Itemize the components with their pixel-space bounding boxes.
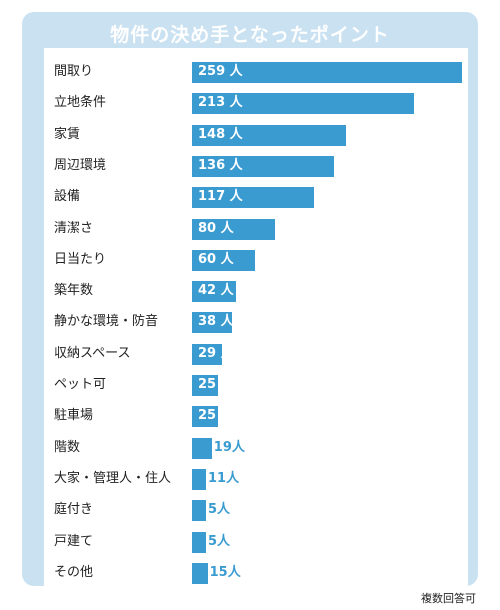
bar [192, 343, 223, 365]
bar-row: 築年数 42 人 [44, 277, 468, 306]
value-label: 19人 [213, 439, 245, 455]
bar-list: 間取り 259 人立地条件 213 人家賃 148 人周辺環境 136 人設備 117 人… [44, 48, 468, 588]
bar-row: 戸建て 5人 [44, 527, 468, 556]
bar [192, 500, 206, 522]
value-label: 11人 [208, 470, 240, 486]
category-label: 立地条件 [54, 95, 107, 111]
bar [192, 62, 462, 83]
category-label: 大家・管理人・住人 [54, 470, 172, 486]
category-label: 周辺環境 [54, 157, 107, 173]
value-label: 117 人 [198, 189, 243, 205]
value-label: 136 人 [198, 157, 243, 173]
bar-row: 駐車場 25 人 [44, 402, 468, 431]
bar-row: 立地条件 213 人 [44, 89, 468, 118]
bar [192, 187, 314, 209]
bar [192, 281, 236, 303]
bar [192, 468, 206, 490]
category-label: 日当たり [54, 251, 107, 267]
category-label: 収納スペース [54, 345, 131, 361]
bar [192, 218, 276, 240]
value-label: 148 人 [198, 126, 243, 142]
value-label: 25 人 [198, 377, 234, 392]
value-label: 5人 [208, 502, 231, 518]
value-label: 60 人 [198, 251, 234, 267]
bar-row: 周辺環境 136 人 [44, 151, 468, 180]
bar-row: 階数 19人 [44, 433, 468, 462]
chart-panel: 物件の決め手となったポイント 間取り 259 人立地条件 213 人家賃 148 人周… [22, 12, 478, 588]
bar-row: 日当たり 60 人 [44, 245, 468, 274]
bar-row: 大家・管理人・住人 11人 [44, 464, 468, 493]
category-label: ペット可 [54, 377, 107, 392]
bar [192, 93, 415, 115]
category-label: 間取り [54, 64, 94, 79]
value-label: 38 人 [198, 314, 234, 330]
bar [192, 437, 212, 459]
category-label: 静かな環境・防音 [54, 314, 159, 330]
bar [192, 562, 208, 584]
bar-row: 庭付き 5人 [44, 496, 468, 525]
value-label: 15人 [209, 564, 241, 580]
bar-row: 収納スペース 29 人 [44, 339, 468, 368]
value-label: 5人 [208, 533, 231, 549]
bar-row: 清潔さ 80 人 [44, 214, 468, 243]
bar [192, 312, 232, 334]
category-label: 階数 [54, 439, 81, 455]
value-label: 29 人 [198, 345, 234, 361]
chart-title: 物件の決め手となったポイント [110, 24, 390, 46]
value-label: 259 人 [198, 64, 243, 79]
value-label: 42 人 [198, 283, 234, 299]
bar [192, 375, 219, 396]
bar-row: 設備 117 人 [44, 183, 468, 212]
bar [192, 406, 219, 428]
bar [192, 124, 347, 146]
bar-row: 静かな環境・防音 38 人 [44, 308, 468, 337]
bar [192, 531, 206, 553]
value-label: 80 人 [198, 220, 234, 236]
category-label: 設備 [54, 189, 81, 205]
category-label: 清潔さ [54, 220, 94, 236]
category-label: 家賃 [54, 126, 81, 142]
category-label: 築年数 [54, 283, 94, 299]
category-label: 庭付き [54, 502, 94, 518]
category-label: その他 [54, 564, 94, 580]
category-label: 戸建て [54, 533, 94, 549]
bar-row: ペット可 25 人 [44, 371, 468, 399]
bar [192, 155, 334, 177]
bar-row: その他 15人 [44, 558, 468, 587]
category-label: 駐車場 [54, 408, 94, 424]
value-label: 25 人 [198, 408, 234, 424]
bar-row: 間取り 259 人 [44, 58, 468, 86]
footnote: 複数回答可 [421, 592, 476, 605]
bar [192, 249, 255, 271]
bar-row: 家賃 148 人 [44, 120, 468, 149]
value-label: 213 人 [198, 95, 243, 111]
